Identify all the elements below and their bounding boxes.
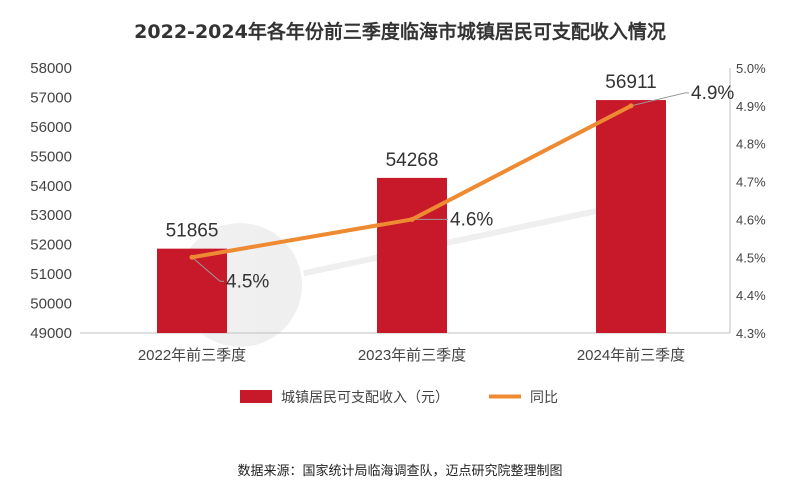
legend: 城镇居民可支配收入（元） 同比	[240, 390, 558, 406]
legend-label-line: 同比	[530, 390, 558, 406]
legend-swatch-bar	[240, 390, 272, 403]
y-right-tick-label: 4.8%	[736, 137, 766, 152]
bar-value-label: 54268	[386, 150, 439, 171]
y-right-tick-label: 4.6%	[736, 212, 766, 227]
y-right-tick-label: 4.5%	[736, 250, 766, 265]
line-value-label: 4.6%	[450, 209, 493, 230]
bar	[157, 248, 227, 333]
x-axis: 2022年前三季度 2023年前三季度 2024年前三季度	[80, 332, 730, 364]
y-left-tick-label: 56000	[30, 119, 72, 136]
y-right-tick-label: 4.3%	[736, 326, 766, 341]
y-left-tick-label: 49000	[30, 325, 72, 342]
bar-value-label: 56911	[605, 72, 656, 93]
y-left-tick-label: 50000	[30, 296, 72, 313]
y-right-tick-label: 4.7%	[736, 175, 766, 190]
label-leader-line	[191, 256, 224, 282]
bar	[377, 177, 447, 333]
source-note: 数据来源：国家统计局临海调查队，迈点研究院整理制图	[237, 463, 562, 479]
bar-series	[157, 100, 666, 333]
y-right-tick-label: 5.0%	[736, 61, 766, 76]
y-left-tick-label: 55000	[30, 148, 72, 165]
label-leaders	[191, 92, 689, 282]
y-left-tick-label: 53000	[30, 207, 72, 224]
data-labels: 51865 54268 56911 4.5% 4.6% 4.9%	[166, 72, 735, 292]
line-point	[189, 254, 195, 260]
x-tick-label: 2024年前三季度	[577, 347, 685, 364]
line-point	[628, 103, 634, 109]
right-axis: 4.3% 4.4% 4.5% 4.6% 4.7% 4.8% 4.9% 5.0%	[729, 61, 766, 341]
y-left-tick-label: 54000	[30, 178, 72, 195]
y-left-tick-label: 58000	[30, 60, 72, 77]
line-value-label: 4.5%	[226, 271, 269, 292]
line-value-label: 4.9%	[691, 83, 734, 104]
x-tick-label: 2022年前三季度	[138, 347, 246, 364]
y-left-tick-label: 57000	[30, 89, 72, 106]
x-tick-label: 2023年前三季度	[358, 347, 466, 364]
chart-title: 2022-2024年各年份前三季度临海市城镇居民可支配收入情况	[134, 20, 666, 43]
y-left-tick-label: 52000	[30, 237, 72, 254]
legend-label-bar: 城镇居民可支配收入（元）	[281, 390, 449, 406]
line-series	[189, 103, 634, 260]
line-point	[409, 216, 415, 222]
y-left-tick-label: 51000	[30, 266, 72, 283]
label-leader-line	[630, 92, 689, 107]
y-right-tick-label: 4.4%	[736, 288, 766, 303]
y-right-tick-label: 4.9%	[736, 99, 766, 114]
left-axis: 49000 50000 51000 52000 53000 54000 55000 56000…	[30, 60, 72, 342]
bar	[596, 100, 666, 333]
bar-value-label: 51865	[166, 221, 219, 242]
